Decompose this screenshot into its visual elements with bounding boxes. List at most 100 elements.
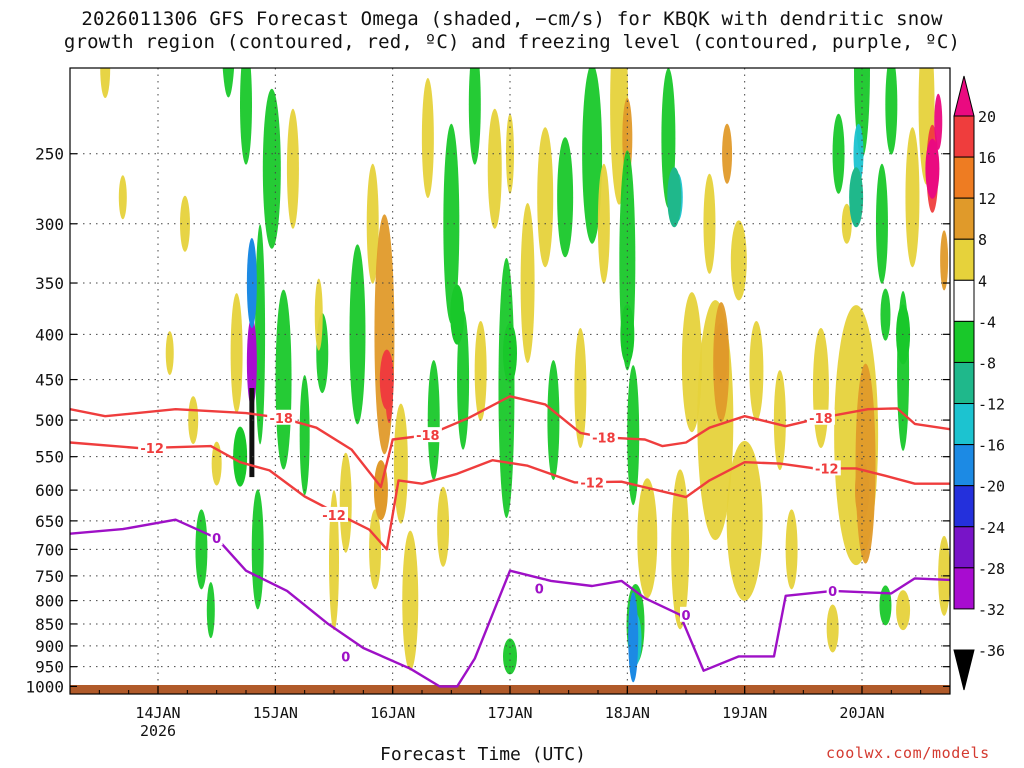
x-tick-label: 20JAN xyxy=(839,704,884,722)
colorbar-band xyxy=(953,444,975,487)
colorbar-band xyxy=(953,279,975,322)
credit-link[interactable]: coolwx.com/models xyxy=(826,744,990,762)
omega-shade-blob xyxy=(875,163,888,284)
dgz-contour-label-bg xyxy=(413,427,442,443)
colorbar-tick-label: -16 xyxy=(978,437,1005,455)
omega-shade-blob xyxy=(574,328,587,449)
omega-shade-blob xyxy=(537,127,554,268)
colorbar-tick-label: -4 xyxy=(978,313,996,331)
omega-cell xyxy=(246,317,257,408)
omega-shade-blob xyxy=(832,113,845,194)
dgz-contour-label-bg xyxy=(806,409,835,425)
omega-shade-blob xyxy=(940,230,949,291)
omega-shade-blob xyxy=(211,441,222,486)
omega-shade-blob xyxy=(934,93,943,150)
chart-title-line1: 2026011306 GFS Forecast Omega (shaded, −… xyxy=(81,8,943,30)
omega-cell xyxy=(628,592,639,683)
colorbar-tick-label: 20 xyxy=(978,108,996,126)
x-tick-label: 19JAN xyxy=(722,704,767,722)
freezing-contour-label-bg xyxy=(826,582,839,598)
omega-shade-blob xyxy=(557,137,574,258)
omega-shade-blob xyxy=(520,203,535,364)
omega-shade-blob xyxy=(487,108,502,229)
y-tick-label: 550 xyxy=(35,448,64,467)
omega-shade-blob xyxy=(468,68,481,165)
dgz-contour-label-bg xyxy=(812,460,841,476)
colorbar-band xyxy=(953,197,975,240)
y-tick-label: 800 xyxy=(35,592,64,611)
omega-shade-blob xyxy=(421,78,434,199)
colorbar-band xyxy=(953,238,975,281)
omega-shade-blob xyxy=(826,604,839,653)
freezing-contour-label: 0 xyxy=(212,532,221,547)
freezing-contour-label: 0 xyxy=(681,609,690,624)
omega-shade-blob xyxy=(474,320,487,421)
chart-title-line2: growth region (contoured, red, ºC) and f… xyxy=(63,31,961,53)
colorbar-tick-label: -20 xyxy=(978,478,1005,496)
omega-cell xyxy=(379,349,394,410)
omega-shade-blob xyxy=(457,309,470,450)
omega-shade-blob xyxy=(896,590,911,631)
colorbar-tick-label: 8 xyxy=(978,231,987,249)
freezing-contour-label: 0 xyxy=(535,582,544,597)
omega-shade-blob xyxy=(637,478,658,599)
x-tick-label: 17JAN xyxy=(487,704,532,722)
omega-shade-blob xyxy=(879,585,892,626)
omega-shade-blob xyxy=(885,68,898,155)
temperature-contours: -18 -18 -18 -18 -12 -12 -12 -12 0 0 0 0 0 xyxy=(70,395,950,688)
y-tick-label: 750 xyxy=(35,567,64,586)
omega-shade-blob xyxy=(437,486,450,567)
omega-shade-blob xyxy=(498,258,515,519)
omega-core xyxy=(249,388,255,478)
omega-shade-blob xyxy=(582,68,603,244)
omega-shade-blob xyxy=(366,163,379,284)
y-tick-label: 850 xyxy=(35,615,64,634)
omega-shade-blob xyxy=(681,292,702,433)
omega-shade-blob xyxy=(165,331,174,376)
dgz-contour-label-bg xyxy=(578,474,607,490)
x-tick-label: 15JAN xyxy=(253,704,298,722)
omega-shade-blob xyxy=(627,365,640,506)
dgz-contour-line xyxy=(70,441,950,551)
y-tick-label: 950 xyxy=(35,658,64,677)
y-tick-label: 900 xyxy=(35,637,64,656)
omega-shade-blob xyxy=(841,203,852,244)
omega-cell xyxy=(450,284,465,345)
omega-shade-blob xyxy=(730,220,747,301)
y-tick-label: 300 xyxy=(35,215,64,234)
x-axis-title: Forecast Time (UTC) xyxy=(380,744,586,765)
colorbar-top-arrow xyxy=(953,75,975,117)
dgz-contour-label: -18 xyxy=(809,412,833,427)
y-tick-label: 700 xyxy=(35,540,64,559)
omega-shade-blob xyxy=(179,195,190,252)
omega-shade-blob xyxy=(222,68,235,98)
x-tick-sublabel: 2026 xyxy=(140,722,176,740)
omega-shade-blob xyxy=(206,582,215,639)
freezing-contour-label-bg xyxy=(210,530,223,546)
colorbar-band xyxy=(953,567,975,610)
freezing-contour-line xyxy=(70,518,950,688)
omega-shade-blob xyxy=(393,403,408,524)
omega-shade-blob xyxy=(855,363,876,564)
omega-shade-blob xyxy=(703,173,716,274)
omega-shade-blob xyxy=(443,123,460,324)
omega-shade-blob xyxy=(188,396,199,445)
omega-shade-blob xyxy=(255,224,266,445)
colorbar-tick-label: -8 xyxy=(978,354,996,372)
colorbar-tick-label: -36 xyxy=(978,642,1005,660)
y-axis: 250 300 350 400 450 500 550 600 650 700 750 800 850 9… xyxy=(25,145,950,696)
dgz-contour-label-bg xyxy=(138,440,167,456)
freezing-contour-label: 0 xyxy=(828,585,837,600)
y-tick-label: 350 xyxy=(35,274,64,293)
omega-shade-blob xyxy=(905,127,920,268)
omega-cell xyxy=(246,238,257,329)
freezing-contour-label-bg xyxy=(339,648,352,664)
omega-shade-blob xyxy=(503,638,517,675)
freezing-contour-label-bg xyxy=(680,606,692,622)
colorbar-band xyxy=(953,115,975,158)
x-tick-label: 16JAN xyxy=(370,704,415,722)
omega-shade-blob xyxy=(547,360,560,481)
y-tick-label: 400 xyxy=(35,325,64,344)
